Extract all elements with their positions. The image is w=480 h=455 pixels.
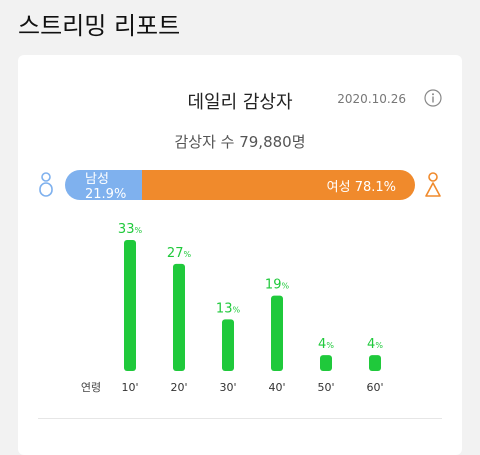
divider bbox=[38, 418, 442, 419]
x-axis-label: 연령 bbox=[81, 381, 101, 394]
female-share-label: 여성 78.1% bbox=[326, 179, 396, 195]
age-bar-value-label: 4% bbox=[318, 337, 334, 352]
viewer-count: 감상자 수 79,880명 bbox=[174, 133, 306, 151]
unit-label: % bbox=[326, 341, 334, 350]
age-bar bbox=[369, 355, 381, 371]
age-tick-label: 10' bbox=[121, 381, 138, 394]
age-bar-value-label: 27% bbox=[167, 246, 192, 261]
age-bar-value-label: 33% bbox=[118, 222, 143, 237]
male-person-icon bbox=[39, 172, 53, 197]
age-bar-value-label: 19% bbox=[265, 278, 290, 293]
unit-label: % bbox=[183, 250, 191, 259]
unit-label: % bbox=[134, 226, 142, 235]
info-icon[interactable] bbox=[424, 89, 442, 107]
age-tick-label: 50' bbox=[317, 381, 334, 394]
male-share-label: 남성 21.9% bbox=[85, 172, 127, 200]
unit-label: % bbox=[281, 282, 289, 291]
unit-label: % bbox=[232, 305, 240, 314]
age-bar bbox=[173, 263, 185, 371]
unit-label: % bbox=[375, 341, 383, 350]
daily-viewers-card: 데일리 감상자 2020.10.26 감상자 수 79,880명 남성 21.9… bbox=[18, 55, 462, 455]
female-share-segment: 여성 78.1% bbox=[141, 170, 415, 200]
card-title: 데일리 감상자 bbox=[187, 92, 293, 113]
male-share-segment: 남성 21.9% bbox=[65, 170, 142, 200]
age-bar bbox=[271, 295, 283, 371]
page-title: 스트리밍 리포트 bbox=[18, 12, 181, 40]
age-tick-label: 20' bbox=[170, 381, 187, 394]
age-tick-label: 60' bbox=[366, 381, 383, 394]
report-date: 2020.10.26 bbox=[337, 92, 406, 106]
age-bar bbox=[320, 355, 332, 371]
age-bar-value-label: 4% bbox=[367, 337, 383, 352]
age-bar bbox=[124, 240, 136, 371]
female-person-icon bbox=[425, 172, 441, 197]
age-distribution-chart: 연령 33% 10' 27% 20' 13% 30' 19% 40' 4% 50' 4% 60' bbox=[81, 222, 384, 394]
age-bar-value-label: 13% bbox=[216, 301, 241, 316]
age-tick-label: 30' bbox=[219, 381, 236, 394]
age-bar bbox=[222, 319, 234, 371]
age-tick-label: 40' bbox=[268, 381, 285, 394]
gender-ratio-bar: 남성 21.9% 여성 78.1% bbox=[65, 170, 415, 200]
